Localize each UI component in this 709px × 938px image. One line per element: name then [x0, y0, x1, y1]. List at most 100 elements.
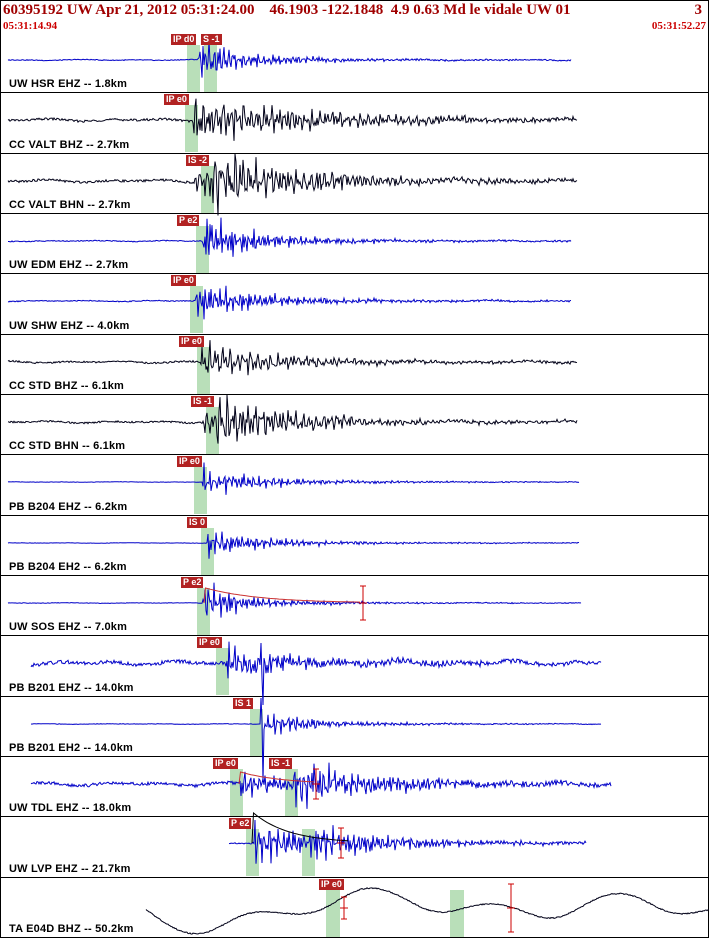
station-label: UW SHW EHZ -- 4.0km — [9, 319, 130, 332]
seismogram-trace[interactable] — [7, 394, 578, 444]
coda-decay-curve — [238, 771, 315, 784]
pick-highlight-band — [194, 467, 207, 515]
trace-row-uw-shw-ehz: IP e0 UW SHW EHZ -- 4.0km — [1, 274, 709, 335]
trace-row-uw-hsr-ehz: IP d0 S -1 UW HSR EHZ -- 1.8km — [1, 33, 709, 94]
trace-plot[interactable] — [1, 394, 709, 455]
seismogram-trace[interactable] — [7, 153, 578, 216]
trace-plot[interactable] — [1, 878, 709, 938]
station-label: UW EDM EHZ -- 2.7km — [9, 259, 129, 272]
trace-plot[interactable] — [1, 455, 709, 515]
seismogram-trace[interactable] — [7, 98, 578, 142]
trace-row-cc-std-bhz: IP e0 CC STD BHZ -- 6.1km — [1, 335, 708, 395]
pick-highlight-band — [201, 527, 214, 575]
pick-highlight-band — [201, 165, 214, 213]
trace-row-pb-b204-ehz: IP e0 PB B204 EHZ -- 6.2km — [1, 455, 709, 516]
window-end-time: 05:31:52.27 — [651, 20, 706, 32]
pick-highlight-band — [197, 346, 210, 394]
coda-duration-marker[interactable] — [340, 896, 348, 920]
pick-flag[interactable]: IP e0 — [319, 878, 344, 890]
pick-flag[interactable]: P e2 — [181, 576, 204, 588]
pick-flag[interactable]: IS 1 — [233, 697, 254, 709]
coda-duration-marker[interactable] — [359, 585, 367, 621]
pick-flag[interactable]: IS -2 — [186, 154, 210, 166]
pick-highlight-band — [197, 587, 210, 635]
pick-flag[interactable]: P e2 — [177, 214, 200, 226]
station-label: CC VALT BHZ -- 2.7km — [9, 138, 130, 151]
station-label: PB B204 EHZ -- 6.2km — [9, 500, 128, 513]
coda-duration-marker[interactable] — [337, 827, 345, 859]
trace-row-cc-valt-bhn: IS -2 CC VALT BHN -- 2.7km — [1, 153, 709, 216]
pick-highlight-band — [196, 225, 209, 273]
station-label: CC STD BHZ -- 6.1km — [9, 379, 125, 392]
pick-flag[interactable]: IP e0 — [164, 94, 189, 106]
pick-highlight-band — [250, 708, 263, 756]
coda-decay-curve — [203, 587, 361, 604]
trace-plot[interactable] — [1, 697, 709, 782]
station-label: CC STD BHN -- 6.1km — [9, 440, 126, 453]
header-page-number: 3 — [694, 2, 703, 18]
event-summary: 60395192 UW Apr 21, 2012 05:31:24.00 46.… — [3, 2, 571, 18]
pick-flag[interactable]: S -1 — [201, 34, 222, 45]
seismogram-trace[interactable] — [30, 697, 602, 782]
seismogram-trace[interactable] — [145, 886, 709, 935]
pick-flag[interactable]: IP e0 — [177, 456, 202, 468]
pick-flag[interactable]: IS -1 — [191, 395, 215, 407]
coda-decay-curve — [251, 812, 349, 844]
seismogram-trace[interactable] — [7, 41, 572, 78]
seismogram-trace[interactable] — [30, 641, 602, 706]
pick-flag[interactable]: IS 0 — [187, 516, 208, 528]
seismogram-trace[interactable] — [7, 286, 572, 320]
trace-row-ta-e04d-bhz: IP e0 TA E04D BHZ -- 50.2km — [1, 878, 709, 938]
pick-highlight-band — [190, 286, 203, 334]
trace-row-uw-sos-ehz: P e2 UW SOS EHZ -- 7.0km — [1, 576, 709, 637]
seismogram-trace[interactable] — [7, 582, 582, 618]
pick-flag[interactable]: IP e0 — [179, 335, 204, 347]
pick-highlight-band — [450, 889, 464, 937]
station-label: PB B204 EH2 -- 6.2km — [9, 560, 127, 573]
station-label: UW HSR EHZ -- 1.8km — [9, 78, 128, 91]
pick-flag[interactable]: IP e0 — [171, 275, 196, 287]
station-label: PB B201 EH2 -- 14.0km — [9, 741, 134, 754]
time-window-bar: 05:31:14.94 05:31:52.27 — [1, 19, 708, 33]
pick-highlight-band — [216, 648, 229, 696]
trace-row-uw-lvp-ehz: P e2 UW LVP EHZ -- 21.7km — [1, 812, 709, 878]
trace-plot[interactable] — [1, 636, 709, 706]
pick-flag[interactable]: IP e0 — [197, 637, 222, 649]
pick-flag[interactable]: P e2 — [229, 818, 252, 830]
coda-duration-marker[interactable] — [507, 883, 515, 933]
trace-plot[interactable] — [1, 153, 709, 216]
trace-row-uw-tdl-ehz: IP e0 IS -1 UW TDL EHZ -- 18.0km — [1, 757, 709, 818]
station-label: UW TDL EHZ -- 18.0km — [9, 802, 132, 815]
pick-highlight-band — [187, 45, 200, 92]
coda-duration-marker[interactable] — [312, 768, 320, 800]
trace-row-cc-valt-bhz: IP e0 CC VALT BHZ -- 2.7km — [1, 93, 709, 154]
station-label: UW SOS EHZ -- 7.0km — [9, 621, 128, 634]
window-start-time: 05:31:14.94 — [3, 20, 58, 32]
trace-list: IP d0 S -1 UW HSR EHZ -- 1.8km IP e0 CC VALT… — [1, 33, 709, 938]
seismogram-trace[interactable] — [228, 820, 587, 864]
trace-plot[interactable] — [1, 274, 709, 334]
trace-row-pb-b204-eh2: IS 0 PB B204 EH2 -- 6.2km — [1, 516, 708, 576]
trace-plot[interactable] — [1, 33, 709, 93]
trace-plot[interactable] — [1, 812, 709, 877]
seismogram-trace[interactable] — [30, 762, 612, 809]
trace-row-pb-b201-ehz: IP e0 PB B201 EHZ -- 14.0km — [1, 636, 709, 706]
trace-row-uw-edm-ehz: P e2 UW EDM EHZ -- 2.7km — [1, 214, 709, 275]
seismogram-trace[interactable] — [7, 339, 578, 375]
trace-plot[interactable] — [1, 93, 709, 153]
pick-flag[interactable]: IS -1 — [269, 757, 293, 769]
seismogram-trace[interactable] — [7, 462, 580, 496]
pick-flag[interactable]: IP d0 — [171, 34, 197, 45]
trace-plot[interactable] — [1, 576, 709, 636]
trace-plot[interactable] — [1, 335, 709, 395]
trace-plot[interactable] — [1, 757, 709, 817]
station-label: UW LVP EHZ -- 21.7km — [9, 862, 131, 875]
trace-plot[interactable] — [1, 214, 709, 274]
pick-flag[interactable]: IP e0 — [213, 757, 238, 769]
station-label: TA E04D BHZ -- 50.2km — [9, 922, 134, 935]
trace-plot[interactable] — [1, 516, 709, 576]
seismogram-trace[interactable] — [7, 531, 580, 559]
pick-highlight-band — [326, 889, 340, 937]
seismogram-trace[interactable] — [8, 217, 572, 257]
